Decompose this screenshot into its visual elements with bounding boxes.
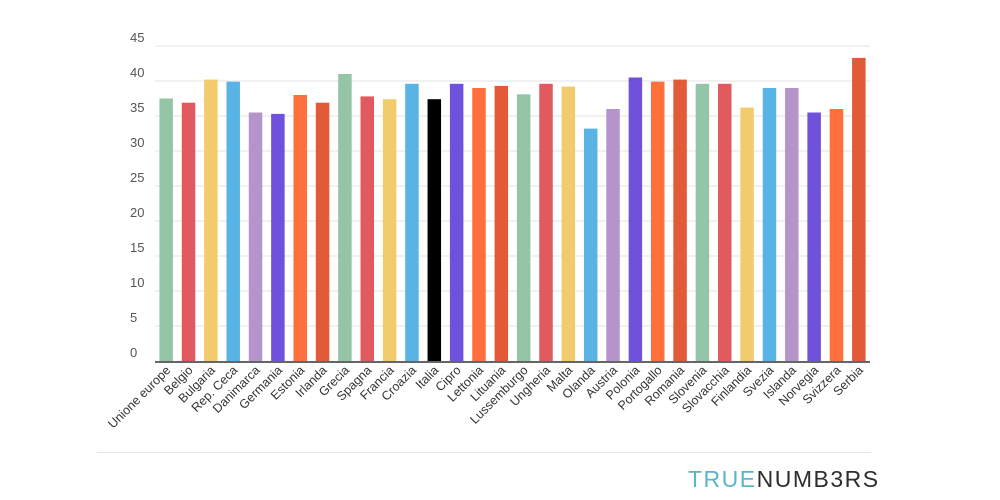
bar bbox=[427, 99, 442, 361]
bar bbox=[516, 94, 531, 362]
bar bbox=[271, 113, 285, 362]
bar bbox=[472, 88, 486, 361]
bar bbox=[494, 85, 509, 362]
bar bbox=[740, 107, 754, 361]
bar bbox=[650, 81, 665, 361]
bar bbox=[338, 74, 352, 361]
y-tick-label: 20 bbox=[130, 205, 144, 220]
bar bbox=[204, 79, 218, 361]
bar bbox=[315, 102, 330, 361]
y-tick-label: 10 bbox=[130, 275, 144, 290]
bar bbox=[628, 77, 643, 361]
bar bbox=[561, 86, 576, 361]
y-tick-label: 40 bbox=[130, 65, 144, 80]
bar bbox=[606, 109, 620, 361]
x-category-label: Unione europe bbox=[105, 363, 173, 431]
bar bbox=[293, 95, 307, 361]
bar bbox=[785, 88, 799, 361]
bar bbox=[382, 99, 397, 361]
footer-divider bbox=[97, 452, 871, 453]
brand-logo-part1: TRUE bbox=[688, 466, 757, 492]
y-tick-label: 5 bbox=[130, 310, 137, 325]
bars bbox=[159, 57, 866, 362]
brand-logo: TRUENUMB3RS bbox=[688, 466, 880, 493]
y-tick-label: 0 bbox=[130, 345, 137, 360]
y-tick-label: 35 bbox=[130, 100, 144, 115]
bar bbox=[718, 83, 732, 362]
bar bbox=[181, 102, 196, 361]
bar bbox=[405, 83, 419, 362]
bar bbox=[226, 81, 240, 361]
y-tick-label: 15 bbox=[130, 240, 144, 255]
bar bbox=[762, 88, 777, 361]
bar bbox=[248, 112, 263, 361]
bar bbox=[673, 79, 687, 361]
y-tick-label: 30 bbox=[130, 135, 144, 150]
y-tick-label: 25 bbox=[130, 170, 144, 185]
bar bbox=[852, 57, 866, 362]
bar bbox=[583, 128, 598, 361]
brand-logo-part2: NUMB3RS bbox=[756, 466, 880, 492]
bar bbox=[807, 112, 821, 361]
y-tick-label: 45 bbox=[130, 30, 144, 45]
bar bbox=[449, 83, 464, 362]
bar bbox=[695, 83, 710, 362]
y-axis-tick-labels: 0 5 10 15 20 25 30 35 40 45 bbox=[130, 30, 144, 360]
bar bbox=[829, 109, 844, 361]
bar bbox=[360, 96, 375, 362]
bar bbox=[159, 98, 173, 361]
bar bbox=[539, 83, 553, 362]
